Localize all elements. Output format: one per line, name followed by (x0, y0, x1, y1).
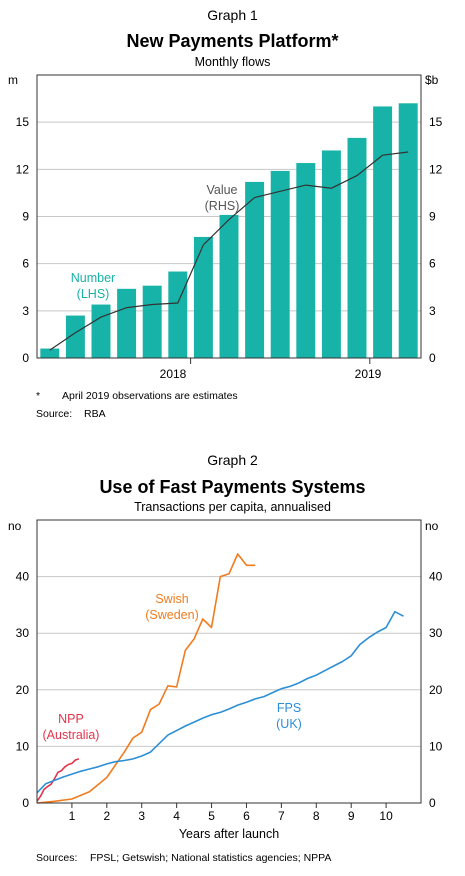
graph1-bar (117, 288, 137, 358)
graph1-bar (65, 315, 85, 358)
graph1-left-tick-label: 15 (16, 115, 30, 129)
graph1-bar (270, 170, 290, 358)
graph1-source-label: Source: (36, 408, 73, 420)
graph1-footnote: April 2019 observations are estimates (62, 390, 238, 402)
graph2-series-lines (36, 553, 404, 804)
graph1-bar (219, 214, 239, 358)
graph1-right-tick-label: 6 (429, 257, 436, 271)
graph1-xtick-2019: 2019 (355, 367, 382, 381)
graph1-bar (193, 236, 213, 358)
series-label-npp: NPP (58, 712, 84, 726)
graph2-gridlines (37, 576, 421, 747)
graph2-series-line-fps (36, 610, 404, 794)
series-label-number: Number (71, 271, 115, 285)
graph2-x-tick-label: 9 (348, 809, 355, 823)
graph1-left-tick-label: 3 (22, 304, 29, 318)
graph1-left-tick-label: 6 (22, 257, 29, 271)
graph2-right-tick-label: 40 (429, 570, 443, 584)
graph2-x-tick-label: 1 (69, 809, 76, 823)
graph2-right-unit: no (425, 519, 439, 533)
graph1-subtitle: Monthly flows (194, 55, 271, 69)
graph1-right-tick-label: 12 (429, 162, 443, 176)
graph1-right-tick-label: 9 (429, 210, 436, 224)
graph1-bar (321, 150, 341, 358)
graph2-x-tick-label: 3 (138, 809, 145, 823)
series-label-value: Value (206, 183, 237, 197)
graph2-series-line-npp (36, 758, 80, 802)
graph2-x-tick-label: 2 (103, 809, 110, 823)
graph1-bar (40, 348, 60, 358)
graph1-right-tick-label: 3 (429, 304, 436, 318)
graph2-source-label: Sources: (36, 852, 78, 864)
graph2-left-tick-label: 30 (16, 626, 30, 640)
graph1-footnote-mark: * (36, 390, 41, 402)
graph2-left-tick-label: 40 (16, 570, 30, 584)
graph1-left-unit: m (8, 73, 18, 87)
graph1-bar (347, 137, 367, 358)
series-note-value: (RHS) (205, 199, 240, 213)
graph1-right-tick-label: 0 (429, 351, 436, 365)
graph1-axis-ticks: 0 0 3 3 6 6 9 9 12 12 15 15 (16, 115, 443, 365)
graph1-chart: 0 0 3 3 6 6 9 9 12 12 15 15 m $b 2018 2019 Number (… (8, 73, 443, 381)
graph1-left-tick-label: 9 (22, 210, 29, 224)
graph2-axis-ticks: 0 0 10 10 20 20 30 30 40 40 1 2 3 4 5 6 7 8 9 10 (16, 570, 443, 823)
graph1-bar (373, 106, 393, 358)
graph2-source: FPSL; Getswish; National statistics agen… (90, 852, 332, 864)
graph1-bar (296, 163, 316, 358)
graph1-bar (91, 304, 111, 358)
graph1-right-unit: $b (425, 73, 439, 87)
graph1-plot-frame (36, 74, 422, 359)
graph1-left-tick-label: 0 (22, 351, 29, 365)
graph2-x-tick-label: 6 (243, 809, 250, 823)
graph2-x-tick-label: 10 (379, 809, 393, 823)
graph1-left-tick-label: 12 (16, 162, 30, 176)
graph2-x-tick-label: 5 (208, 809, 215, 823)
graph2-title: Use of Fast Payments Systems (99, 477, 366, 497)
graph2-right-tick-label: 20 (429, 683, 443, 697)
graph2-series-line-swish (36, 553, 256, 804)
series-note-swish: (Sweden) (145, 608, 199, 622)
graph2-right-tick-label: 10 (429, 739, 443, 753)
graph1-value-line (49, 151, 409, 351)
graph2-label: Graph 2 (207, 452, 258, 468)
graph2-right-tick-label: 30 (429, 626, 443, 640)
graph2-left-tick-label: 0 (22, 796, 29, 810)
graph1-bars (40, 103, 418, 358)
series-label-fps: FPS (277, 701, 301, 715)
series-note-number: (LHS) (77, 287, 110, 301)
series-label-swish: Swish (155, 592, 188, 606)
series-note-npp: (Australia) (43, 728, 100, 742)
graph2-x-tick-label: 8 (313, 809, 320, 823)
graph2-x-tick-label: 7 (278, 809, 285, 823)
graph1-label: Graph 1 (207, 7, 258, 23)
series-note-fps: (UK) (276, 717, 302, 731)
graph1-bar (245, 181, 265, 358)
graph1-bar (398, 103, 418, 358)
graph1-value-series-line (49, 151, 409, 351)
graph1-source: RBA (84, 408, 106, 420)
graph2-left-tick-label: 10 (16, 739, 30, 753)
graph2-xlabel: Years after launch (179, 827, 279, 841)
graph2-left-unit: no (8, 519, 22, 533)
graph1-title: New Payments Platform* (126, 31, 339, 51)
graph1-right-tick-label: 15 (429, 115, 443, 129)
graph1-xtick-2018: 2018 (160, 367, 187, 381)
graph2-x-tick-label: 4 (173, 809, 180, 823)
graph2-right-tick-label: 0 (429, 796, 436, 810)
graph2-left-tick-label: 20 (16, 683, 30, 697)
graph2-subtitle: Transactions per capita, annualised (134, 500, 331, 514)
graph2-plot-frame (36, 519, 422, 804)
